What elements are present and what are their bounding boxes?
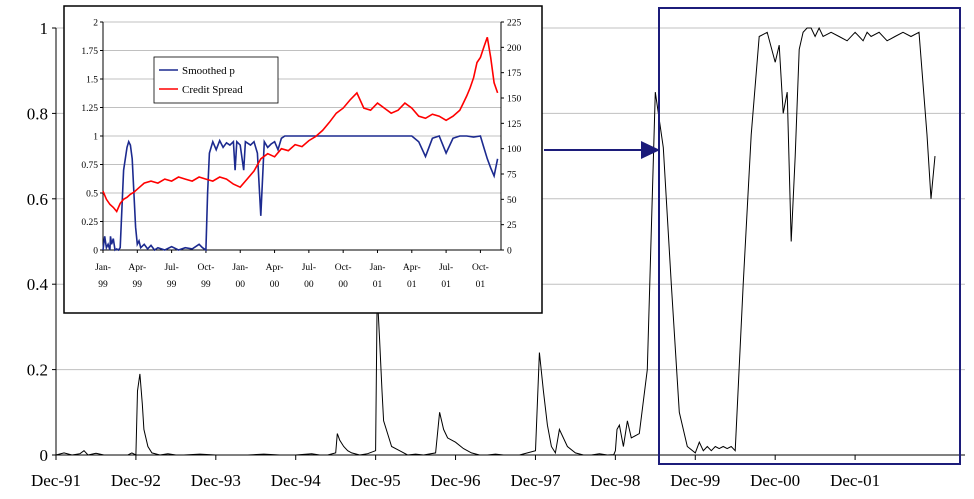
inset-x-tick-label: Jul-01 bbox=[439, 263, 453, 290]
inset-series-line-credit-spread bbox=[102, 36, 499, 214]
inset-y-tick-label: 0 bbox=[93, 247, 98, 257]
main-x-tick-label: Dec-95 bbox=[351, 471, 401, 490]
main-x-tick-label: Dec-93 bbox=[191, 471, 241, 490]
highlight-box bbox=[658, 7, 961, 465]
inset-y-tick-label: 1 bbox=[93, 133, 98, 143]
inset-y2-tick-label: 150 bbox=[507, 95, 522, 105]
main-x-tick-label: Dec-91 bbox=[31, 471, 81, 490]
main-y-tick-label: 0 bbox=[40, 446, 49, 465]
main-x-tick-label: Dec-94 bbox=[271, 471, 322, 490]
inset-y2-tick-label: 175 bbox=[507, 69, 522, 79]
inset-y-tick-label: 1.5 bbox=[86, 76, 98, 86]
inset-y-tick-label: 2 bbox=[93, 19, 98, 29]
inset-x-tick-label: Apr-01 bbox=[403, 263, 421, 290]
inset-y2-tick-label: 0 bbox=[507, 247, 512, 257]
main-series-line bbox=[55, 26, 936, 456]
inset-y2-tick-label: 75 bbox=[507, 171, 517, 181]
inset-x-tick-label: Jul-00 bbox=[302, 263, 316, 290]
inset-y2-tick-label: 50 bbox=[507, 196, 517, 206]
inset-x-tick-label: Oct-99 bbox=[197, 263, 214, 290]
main-x-tick-label: Dec-92 bbox=[111, 471, 161, 490]
main-y-tick-label: 0.4 bbox=[27, 275, 49, 294]
main-x-tick-label: Dec-99 bbox=[670, 471, 720, 490]
main-tick-labels: 0 0.2 0.4 0.6 0.8 1 Dec-91 Dec-92 Dec-93 Dec-94 De… bbox=[27, 19, 880, 490]
inset-x-tick-label: Oct-00 bbox=[335, 263, 352, 290]
inset-legend bbox=[153, 56, 279, 104]
inset-series-line-smoothed-p bbox=[102, 135, 499, 252]
inset-x-tick-label: Jan-99 bbox=[95, 263, 111, 290]
inset-y-tick-label: 0.25 bbox=[81, 218, 98, 228]
inset-y2-tick-label: 200 bbox=[507, 44, 522, 54]
inset-x-tick-label: Jan-00 bbox=[232, 263, 248, 290]
main-y-tick-label: 0.6 bbox=[27, 190, 48, 209]
inset-y2-tick-label: 100 bbox=[507, 145, 522, 155]
inset-x-tick-label: Apr-99 bbox=[128, 263, 146, 290]
legend-label: Credit Spread bbox=[182, 84, 243, 96]
inset-x-tick-label: Oct-01 bbox=[472, 263, 489, 290]
inset-y-tick-label: 0.75 bbox=[81, 161, 98, 171]
main-x-tick-label: Dec-01 bbox=[830, 471, 880, 490]
inset-y2-tick-label: 25 bbox=[507, 221, 517, 231]
inset-x-tick-label: Jul-99 bbox=[164, 263, 178, 290]
main-x-tick-label: Dec-96 bbox=[431, 471, 481, 490]
inset-x-tick-label: Apr-00 bbox=[266, 263, 284, 290]
inset-frame bbox=[63, 5, 543, 314]
inset-y2-tick-label: 225 bbox=[507, 19, 522, 29]
inset-y-tick-label: 1.25 bbox=[81, 104, 98, 114]
inset-y-tick-label: 1.75 bbox=[81, 47, 98, 57]
main-series-layer bbox=[55, 26, 936, 456]
main-y-tick-label: 1 bbox=[40, 19, 49, 38]
main-y-tick-label: 0.2 bbox=[27, 361, 48, 380]
inset-chart: 0 0.25 0.5 0.75 1 1.25 1.5 1.75 2 0 25 50 75 100 125 15… bbox=[63, 5, 543, 314]
inset-y2-tick-label: 125 bbox=[507, 120, 522, 130]
highlight-layer bbox=[544, 7, 961, 465]
inset-y-tick-label: 0.5 bbox=[86, 190, 98, 200]
inset-x-tick-label: Jan-01 bbox=[370, 263, 386, 290]
main-x-tick-label: Dec-97 bbox=[510, 471, 561, 490]
main-x-tick-label: Dec-00 bbox=[750, 471, 800, 490]
pointer-arrow-head bbox=[641, 141, 660, 159]
legend-label: Smoothed p bbox=[182, 65, 235, 77]
main-y-tick-label: 0.8 bbox=[27, 104, 48, 123]
main-x-tick-label: Dec-98 bbox=[590, 471, 640, 490]
